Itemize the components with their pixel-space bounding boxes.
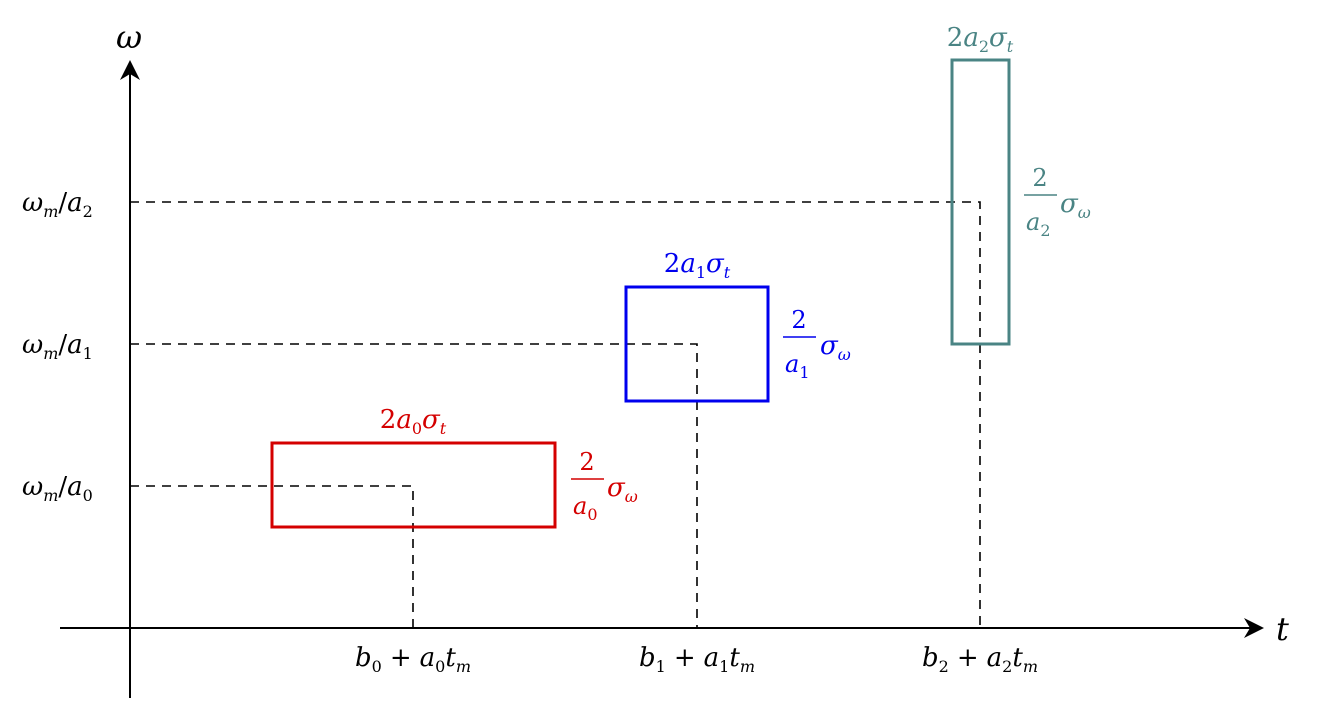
svg-text:2: 2: [791, 306, 806, 334]
tile-width-label-0: 2a0σt: [380, 405, 447, 438]
tile-width-label-2: 2a2σt: [947, 23, 1014, 56]
tile-height-label-2: 2 a2 σω: [1024, 164, 1091, 240]
x-tick-label-2: b2 + a2tm: [922, 643, 1038, 676]
tile-height-label-1: 2 a1 σω: [783, 306, 851, 382]
svg-text:σω: σω: [820, 331, 851, 364]
svg-text:σω: σω: [1060, 189, 1091, 222]
tile-rect-2: [950, 58, 1011, 346]
y-tick-label-1: ωm/a1: [22, 330, 93, 363]
tile-box-2: 2a2σt 2 a2 σω: [947, 23, 1091, 346]
svg-text:2: 2: [579, 448, 594, 476]
y-axis-label: ω: [116, 18, 142, 56]
x-tick-label-0: b0 + a0tm: [355, 643, 471, 676]
tile-box-0: 2a0σt 2 a0 σω: [270, 405, 638, 529]
svg-text:σω: σω: [607, 473, 638, 506]
guide-line-1: [130, 343, 698, 628]
tile-rect-1: [624, 285, 770, 403]
x-tick-label-1: b1 + a1tm: [639, 643, 755, 676]
x-axis-label: t: [1276, 610, 1289, 648]
tile-width-label-1: 2a1σt: [664, 249, 731, 282]
y-tick-label-0: ωm/a0: [22, 472, 93, 505]
tile-height-label-0: 2 a0 σω: [571, 448, 638, 524]
svg-text:a0: a0: [573, 492, 598, 524]
y-tick-label-2: ωm/a2: [22, 188, 93, 221]
tile-box-1: 2a1σt 2 a1 σω: [624, 249, 851, 403]
svg-text:a2: a2: [1026, 208, 1051, 240]
guide-line-2: [130, 201, 981, 628]
svg-text:a1: a1: [785, 350, 810, 382]
svg-text:2: 2: [1032, 164, 1047, 192]
tile-rect-0: [270, 441, 557, 529]
